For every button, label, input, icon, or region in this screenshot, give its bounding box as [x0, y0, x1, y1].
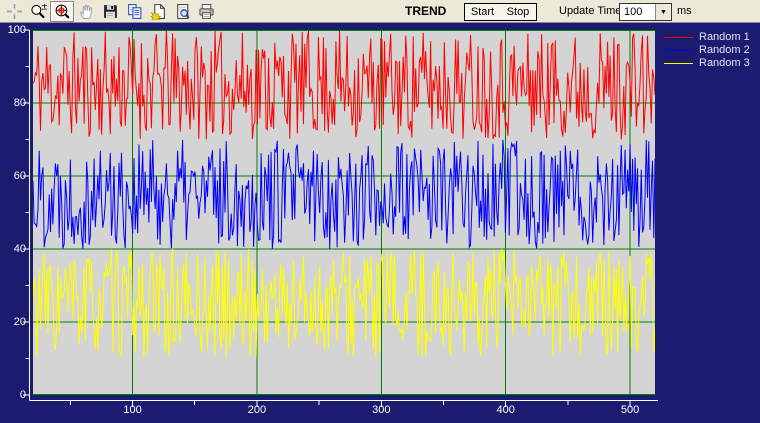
copy-icon[interactable]	[122, 1, 146, 22]
legend-line-sample	[664, 36, 693, 38]
legend-item: Random 3	[664, 57, 750, 69]
x-tick-label: 400	[496, 404, 515, 416]
y-tick-label: 60	[13, 170, 26, 182]
plot-area[interactable]	[32, 30, 656, 395]
legend-label: Random 1	[699, 31, 750, 43]
y-tick-label: 40	[13, 243, 26, 255]
x-tick-label: 100	[123, 404, 142, 416]
pan-hand-icon[interactable]	[74, 1, 98, 22]
export-icon[interactable]	[146, 1, 170, 22]
page-title: TREND	[405, 4, 447, 18]
y-tick-label: 100	[7, 24, 26, 36]
series-random-3	[32, 248, 656, 359]
update-time-combobox[interactable]: 100 ▼	[619, 3, 672, 21]
y-tick-label: 20	[13, 316, 26, 328]
y-tick-label: 80	[13, 97, 26, 109]
save-icon[interactable]	[98, 1, 122, 22]
x-tick-label: 500	[620, 404, 640, 416]
update-time-label: Update Time:	[559, 5, 625, 17]
toolbar: ±	[0, 0, 760, 23]
update-time-unit: ms	[677, 5, 692, 17]
series-random-2	[32, 139, 656, 249]
x-tick-label: 300	[372, 404, 391, 416]
zoom-in-out-icon[interactable]: ±	[26, 1, 50, 22]
update-time-value: 100	[624, 6, 643, 18]
x-tick-label: 200	[247, 404, 267, 416]
legend: Random 1 Random 2 Random 3	[664, 31, 750, 70]
stop-button[interactable]: Stop	[500, 3, 537, 21]
print-preview-icon[interactable]	[170, 1, 194, 22]
zoom-region-icon[interactable]	[50, 1, 74, 22]
start-button[interactable]: Start	[464, 3, 501, 21]
legend-line-sample	[664, 49, 693, 51]
series-random-1	[32, 30, 656, 140]
legend-label: Random 3	[699, 57, 750, 69]
toolbar-icon-strip: ±	[2, 1, 218, 22]
legend-label: Random 2	[699, 44, 750, 56]
legend-item: Random 1	[664, 31, 750, 43]
trend-chart[interactable]	[32, 30, 656, 395]
svg-text:±: ±	[41, 3, 47, 13]
chevron-down-icon[interactable]: ▼	[655, 4, 671, 20]
crosshair-icon[interactable]	[2, 1, 26, 22]
legend-item: Random 2	[664, 44, 750, 56]
legend-line-sample	[664, 62, 693, 64]
print-icon[interactable]	[194, 1, 218, 22]
y-tick-label: 0	[19, 389, 26, 401]
